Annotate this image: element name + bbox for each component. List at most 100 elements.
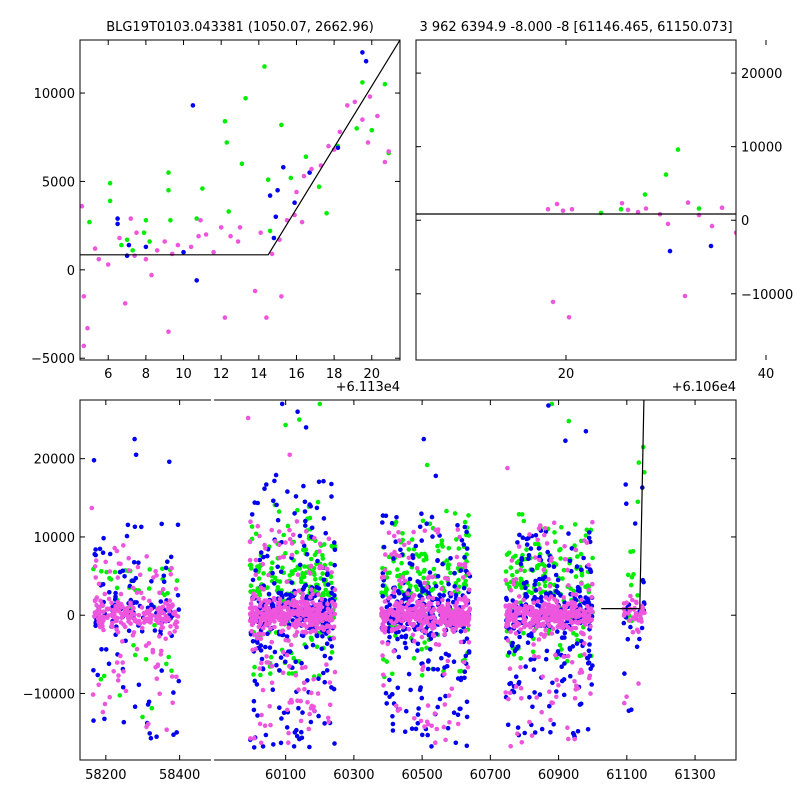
data-point-blue <box>744 192 749 197</box>
data-point-pink <box>518 685 524 691</box>
data-point-pink <box>261 607 267 612</box>
data-point-pink <box>114 660 120 665</box>
data-point-blue <box>622 671 627 676</box>
data-point-pink <box>449 686 455 691</box>
data-point-pink <box>545 206 551 212</box>
data-point-blue <box>574 564 580 569</box>
data-point-pink <box>299 595 305 600</box>
data-point-pink <box>403 605 409 610</box>
data-point-blue <box>299 735 305 741</box>
data-point-pink <box>396 530 401 535</box>
data-point-pink <box>258 620 264 625</box>
data-point-green <box>573 574 579 579</box>
data-point-blue <box>451 710 457 715</box>
data-point-pink <box>435 527 441 532</box>
data-point-pink <box>169 251 175 257</box>
data-point-green <box>101 673 107 679</box>
data-point-blue <box>455 523 460 528</box>
data-point-blue <box>532 582 537 587</box>
upper-right-chart: 3 962 6394.9 -8.000 -8 [61146.465, 61150… <box>415 20 793 395</box>
data-point-green <box>307 515 313 521</box>
data-point-pink <box>293 673 299 678</box>
data-point-pink <box>287 663 292 669</box>
data-point-pink <box>394 614 399 619</box>
data-point-pink <box>235 239 241 244</box>
data-point-pink <box>555 610 561 616</box>
data-point-pink <box>431 606 437 612</box>
data-point-blue <box>424 521 430 526</box>
data-point-green <box>107 198 113 204</box>
data-point-pink <box>432 617 438 623</box>
data-point-pink <box>380 574 386 580</box>
data-point-green <box>696 206 702 211</box>
data-point-blue <box>452 570 457 576</box>
data-point-green <box>421 569 427 574</box>
data-point-pink <box>116 673 121 678</box>
data-point-blue <box>561 677 567 682</box>
data-point-green <box>419 673 425 678</box>
data-point-blue <box>273 214 279 220</box>
data-point-blue <box>131 578 136 584</box>
data-point-blue <box>115 221 120 227</box>
data-point-pink <box>317 565 322 571</box>
x-tick-label: 60300 <box>333 768 374 783</box>
data-point-blue <box>387 634 392 640</box>
data-point-pink <box>442 631 448 637</box>
x-tick-label: 40 <box>758 367 775 382</box>
data-point-green <box>166 188 171 193</box>
data-point-green <box>149 705 155 711</box>
data-point-pink <box>643 206 649 211</box>
data-point-pink <box>153 569 158 574</box>
data-point-pink <box>636 681 641 686</box>
data-point-blue <box>515 725 521 730</box>
data-point-pink <box>276 529 282 534</box>
data-point-blue <box>419 511 424 516</box>
data-point-pink <box>115 575 121 580</box>
data-point-pink <box>147 598 152 604</box>
data-point-pink <box>283 540 288 545</box>
data-point-blue <box>158 599 164 604</box>
data-point-blue <box>325 582 331 587</box>
data-point-pink <box>505 465 510 471</box>
data-point-pink <box>325 715 331 721</box>
data-point-pink <box>422 724 427 729</box>
data-point-pink <box>261 631 266 637</box>
data-point-pink <box>136 612 142 618</box>
data-point-blue <box>581 555 586 561</box>
data-point-pink <box>288 642 294 648</box>
data-point-pink <box>258 600 264 605</box>
data-point-pink <box>455 721 461 727</box>
data-point-blue <box>91 458 97 463</box>
data-point-pink <box>406 601 411 607</box>
data-point-blue <box>332 741 337 746</box>
data-point-blue <box>297 533 303 539</box>
data-point-blue <box>285 489 290 494</box>
data-point-green <box>320 571 326 576</box>
data-point-blue <box>324 641 330 646</box>
data-point-green <box>461 581 467 587</box>
data-point-pink <box>257 721 263 727</box>
data-point-pink <box>466 623 471 628</box>
data-point-blue <box>380 593 386 599</box>
data-point-pink <box>106 596 112 602</box>
data-point-green <box>283 422 288 428</box>
data-point-pink <box>266 660 271 665</box>
data-point-pink <box>392 586 397 592</box>
data-point-blue <box>507 650 512 655</box>
data-point-green <box>283 551 288 556</box>
data-point-pink <box>92 246 98 251</box>
data-point-pink <box>332 604 338 609</box>
data-point-blue <box>300 587 306 592</box>
x-tick-label: 8 <box>142 367 150 382</box>
data-point-pink <box>786 326 791 331</box>
data-point-pink <box>628 593 633 599</box>
data-point-blue <box>559 635 565 640</box>
data-point-blue <box>146 699 152 705</box>
data-point-blue <box>159 521 164 527</box>
data-point-blue <box>289 580 295 585</box>
data-point-pink <box>103 559 108 565</box>
data-point-pink <box>254 636 260 641</box>
data-point-blue <box>569 568 574 574</box>
data-point-green <box>165 591 170 596</box>
data-point-blue <box>113 590 118 596</box>
